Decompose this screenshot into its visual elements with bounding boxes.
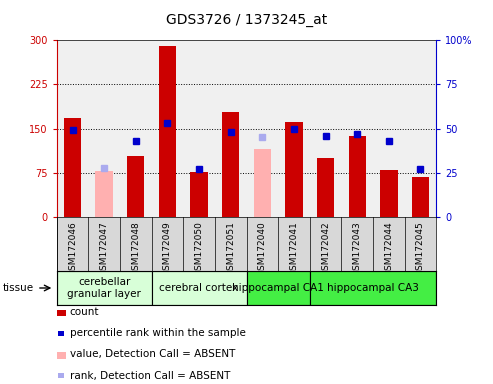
Text: tissue: tissue [2, 283, 34, 293]
Bar [96, 171, 113, 217]
Bar [152, 271, 246, 305]
Bar [127, 156, 144, 217]
Bar [64, 118, 81, 217]
Bar [159, 46, 176, 217]
Bar [310, 271, 436, 305]
Bar [380, 170, 397, 217]
Bar [190, 172, 208, 217]
Text: GSM172043: GSM172043 [352, 221, 362, 276]
Bar [317, 158, 334, 217]
Text: GSM172042: GSM172042 [321, 221, 330, 276]
Text: GSM172051: GSM172051 [226, 221, 235, 276]
Bar [349, 136, 366, 217]
Text: value, Detection Call = ABSENT: value, Detection Call = ABSENT [70, 349, 235, 359]
Text: cerebral cortex: cerebral cortex [159, 283, 239, 293]
Text: GSM172045: GSM172045 [416, 221, 425, 276]
Text: GSM172044: GSM172044 [385, 221, 393, 276]
Bar [222, 112, 240, 217]
Bar [253, 149, 271, 217]
Text: GDS3726 / 1373245_at: GDS3726 / 1373245_at [166, 13, 327, 27]
Bar [412, 177, 429, 217]
Bar [285, 122, 303, 217]
Bar [246, 271, 310, 305]
Text: GSM172050: GSM172050 [195, 221, 204, 276]
Text: count: count [70, 307, 99, 317]
Text: rank, Detection Call = ABSENT: rank, Detection Call = ABSENT [70, 371, 230, 381]
Text: hippocampal CA3: hippocampal CA3 [327, 283, 419, 293]
Text: GSM172049: GSM172049 [163, 221, 172, 276]
Text: GSM172040: GSM172040 [258, 221, 267, 276]
Text: GSM172041: GSM172041 [289, 221, 298, 276]
Text: GSM172046: GSM172046 [68, 221, 77, 276]
Text: GSM172048: GSM172048 [131, 221, 141, 276]
Bar [57, 271, 152, 305]
Text: GSM172047: GSM172047 [100, 221, 108, 276]
Text: percentile rank within the sample: percentile rank within the sample [70, 328, 246, 338]
Text: hippocampal CA1: hippocampal CA1 [232, 283, 324, 293]
Text: cerebellar
granular layer: cerebellar granular layer [67, 277, 141, 299]
